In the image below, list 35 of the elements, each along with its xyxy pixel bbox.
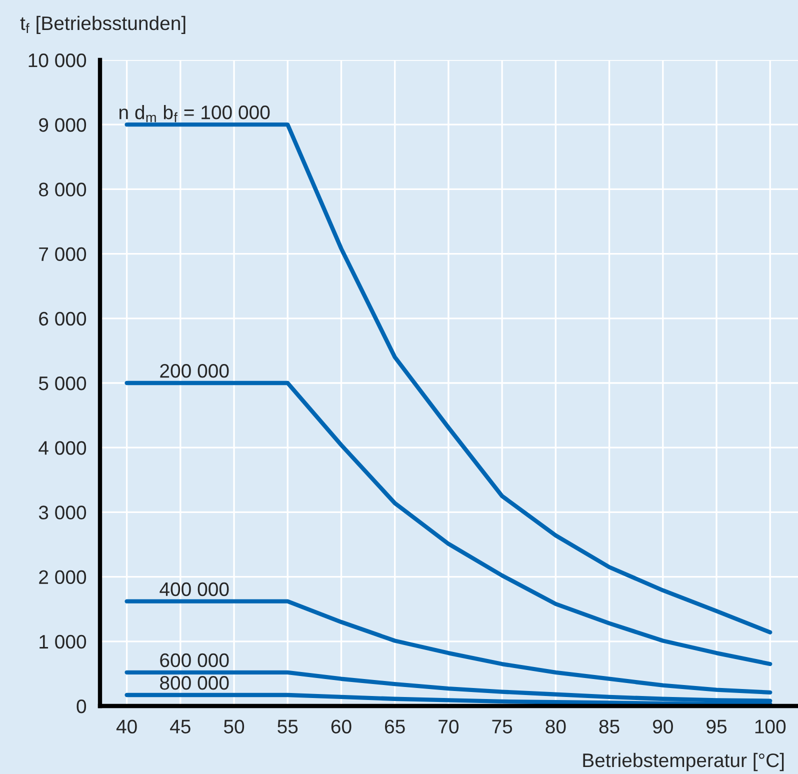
y-tick-label: 4 000 [38, 441, 86, 455]
x-tick-label: 95 [706, 720, 727, 734]
line-series [124, 380, 772, 666]
series-label: 800 000 [160, 676, 229, 690]
line-series [124, 122, 772, 634]
y-tick-label: 1 000 [40, 634, 86, 649]
y-tick-label: 9 000 [39, 118, 86, 132]
y-tick-label: 0 [76, 699, 86, 714]
x-tick-label: 70 [438, 720, 459, 734]
x-tick-label: 65 [385, 720, 405, 734]
x-tick-label: 80 [546, 720, 566, 734]
x-tick-label: 60 [331, 720, 352, 734]
series-label: 200 000 [160, 364, 229, 378]
x-tick-label: 90 [653, 720, 673, 734]
series-label: 600 000 [160, 653, 229, 668]
y-tick-label: 2 000 [39, 570, 86, 584]
x-tick-label: 45 [170, 720, 190, 734]
y-tick-label: 8 000 [38, 182, 86, 196]
x-tick-label: 100 [755, 720, 786, 734]
x-tick-label: 85 [599, 720, 620, 734]
y-tick-label: 3 000 [38, 506, 86, 520]
series-label: 400 000 [160, 582, 229, 596]
y-axis-title: t$_{f}$ [Betriebsstunden] [20, 16, 186, 34]
line-series [124, 670, 772, 703]
series-label: n d$_{m}$ b$_{f}$ = 100 000 [120, 104, 270, 122]
y-tick-label: 10 000 [28, 53, 86, 68]
x-tick-label: 75 [492, 720, 512, 734]
y-tick-label: 6 000 [39, 312, 86, 326]
line-series [124, 599, 772, 695]
x-tick-label: 40 [116, 720, 137, 734]
x-axis-title: Betriebstemperatur [°C] [583, 752, 784, 772]
x-tick-label: 50 [224, 720, 244, 734]
y-tick-label: 7 000 [39, 247, 86, 262]
x-tick-label: 55 [278, 720, 298, 734]
y-tick-label: 5 000 [38, 376, 86, 390]
